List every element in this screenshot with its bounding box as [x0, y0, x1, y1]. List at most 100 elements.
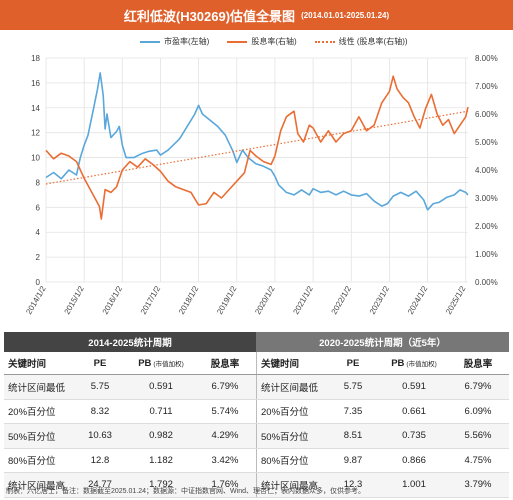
- table-row: 50%百分位 10.63 0.982 4.29% 50%百分位 8.51 0.735 5.56…: [4, 424, 509, 449]
- chart-title-bar: 红利低波(H30269)估值全景图 (2014.01.01-2025.01.24…: [0, 0, 513, 30]
- y-right-tick-label: 6.00%: [475, 110, 498, 119]
- cell-dy-2: 5.56%: [464, 430, 492, 442]
- cell-pe: 5.75: [90, 381, 110, 393]
- row-label-2: 20%百分位: [261, 407, 309, 419]
- y-left-tick-label: 10: [31, 154, 40, 163]
- col-pb-2: PB (市值加权): [381, 352, 447, 374]
- row-label-2: 50%百分位: [261, 431, 309, 443]
- cell-dy: 6.79%: [211, 381, 239, 393]
- col-key-time-2: 关键时间: [261, 359, 300, 370]
- cell-dy-2: 3.79%: [464, 479, 492, 491]
- row-label-2: 80%百分位: [261, 456, 309, 468]
- chart-date-range: (2014.01.01-2025.01.24): [301, 10, 390, 20]
- legend-item-dy: 股息率(右轴): [227, 36, 297, 47]
- col-pe-2: PE: [346, 357, 360, 369]
- y-right-tick-label: 1.00%: [475, 250, 498, 259]
- pe-series-line: [45, 72, 469, 211]
- table-row: 统计区间最低 5.75 0.591 6.79% 统计区间最低 5.75 0.591 6.79%: [4, 375, 509, 400]
- x-tick-label: 2014/1/2: [24, 284, 48, 316]
- col-dy-2: 股息率: [463, 359, 493, 370]
- col-pb: PB (市值加权): [128, 352, 194, 374]
- cell-pe-2: 12.3: [343, 479, 363, 491]
- y-left-tick-label: 18: [31, 54, 40, 63]
- table-divider: [256, 448, 257, 472]
- col-pb-note-2: (市值加权): [406, 361, 437, 368]
- table-divider: [256, 399, 257, 423]
- y-right-tick-label: 0.00%: [475, 278, 498, 287]
- cell-pb: 0.982: [149, 430, 173, 442]
- y-right-tick-label: 4.00%: [475, 166, 498, 175]
- table-divider: [256, 352, 257, 374]
- table-divider: [256, 473, 257, 497]
- table-divider: [256, 375, 257, 399]
- y-left-tick-label: 12: [31, 129, 40, 138]
- x-tick-label: 2024/1/2: [406, 284, 430, 316]
- col-pb-label-2: PB: [391, 357, 405, 369]
- period-header-full: 2014-2025统计周期: [4, 332, 256, 352]
- legend-label-dy: 股息率(右轴): [251, 37, 297, 46]
- y-right-tick-label: 2.00%: [475, 222, 498, 231]
- legend-swatch-trend: [314, 40, 335, 43]
- x-tick-label: 2018/1/2: [177, 284, 201, 316]
- y-left-tick-label: 6: [36, 203, 41, 212]
- x-tick-label: 2016/1/2: [101, 284, 125, 316]
- y-left-tick-label: 14: [31, 104, 40, 113]
- y-left-tick-label: 8: [36, 178, 41, 187]
- cell-pb: 1.182: [149, 454, 173, 466]
- table-row: 80%百分位 12.8 1.182 3.42% 80%百分位 9.87 0.866 4.75%: [4, 448, 509, 473]
- legend-item-pe: 市盈率(左轴): [140, 36, 209, 47]
- x-tick-label: 2021/1/2: [291, 284, 315, 316]
- footer-note: 制表：六亿居士，备注：数据截至2025.01.24；数据源：中证指数官网、Win…: [6, 488, 365, 495]
- cell-pb: 0.711: [149, 405, 173, 417]
- x-tick-label: 2015/1/2: [63, 284, 87, 316]
- cell-pe-2: 8.51: [343, 430, 363, 442]
- legend-label-trend: 线性 (股息率(右轴)): [338, 37, 408, 46]
- row-label: 20%百分位: [8, 407, 56, 419]
- y-left-tick-label: 2: [36, 253, 41, 262]
- cell-pb-2: 0.661: [402, 405, 426, 417]
- legend-label-pe: 市盈率(左轴): [164, 37, 210, 46]
- row-label-2: 统计区间最高: [261, 480, 319, 492]
- cell-dy: 5.74%: [211, 405, 239, 417]
- cell-dy: 4.29%: [211, 430, 239, 442]
- cell-pe-2: 9.87: [343, 454, 363, 466]
- x-tick-label: 2017/1/2: [139, 284, 163, 316]
- table-period-header: 2014-2025统计周期 2020-2025统计周期（近5年）: [4, 332, 509, 352]
- table-body: 统计区间最低 5.75 0.591 6.79% 统计区间最低 5.75 0.591 6.79%…: [4, 375, 509, 498]
- row-label: 80%百分位: [8, 456, 56, 468]
- x-tick-label: 2020/1/2: [253, 284, 277, 316]
- cell-dy-2: 6.79%: [464, 381, 492, 393]
- chart-title: 红利低波(H30269)估值全景图: [123, 8, 296, 24]
- cell-pb-2: 0.866: [402, 454, 426, 466]
- y-left-tick-label: 4: [36, 228, 41, 237]
- row-label-2: 统计区间最低: [261, 382, 319, 394]
- stats-table: 2014-2025统计周期 2020-2025统计周期（近5年） 关键时间 PE…: [4, 332, 509, 498]
- y-right-tick-label: 7.00%: [475, 82, 498, 91]
- table-divider: [256, 424, 257, 448]
- cell-pb: 0.591: [149, 381, 173, 393]
- cell-pb-2: 1.001: [402, 479, 426, 491]
- x-tick-label: 2019/1/2: [215, 284, 239, 316]
- table-row: 统计区间最高 24.77 1.792 1.76% 统计区间最高 12.3 1.001 3.79…: [4, 473, 509, 498]
- y-right-tick-label: 3.00%: [475, 194, 498, 203]
- cell-pe: 10.63: [88, 430, 112, 442]
- cell-dy-2: 6.09%: [464, 405, 492, 417]
- cell-pe: 12.8: [90, 454, 110, 466]
- y-left-tick-label: 0: [36, 278, 41, 287]
- table-column-header: 关键时间 PE PB (市值加权) 股息率 关键时间 PE PB (市值加权) 股息…: [4, 352, 509, 375]
- row-label: 统计区间最低: [8, 382, 66, 394]
- dividend-yield-series-line: [45, 75, 469, 220]
- dividend-yield-trend-line: [45, 110, 469, 185]
- x-tick-label: 2023/1/2: [368, 284, 392, 316]
- legend-swatch-pe: [140, 40, 160, 43]
- row-label: 统计区间最高: [8, 480, 66, 492]
- y-right-tick-label: 8.00%: [475, 54, 498, 63]
- cell-pe-2: 5.75: [343, 381, 363, 393]
- cell-pb: 1.792: [149, 479, 173, 491]
- cell-pe-2: 7.35: [343, 405, 363, 417]
- cell-pe: 8.32: [90, 405, 110, 417]
- cell-dy: 1.76%: [211, 479, 239, 491]
- col-pb-note: (市值加权): [153, 361, 184, 368]
- cell-dy: 3.42%: [211, 454, 239, 466]
- legend-swatch-dy: [227, 40, 248, 43]
